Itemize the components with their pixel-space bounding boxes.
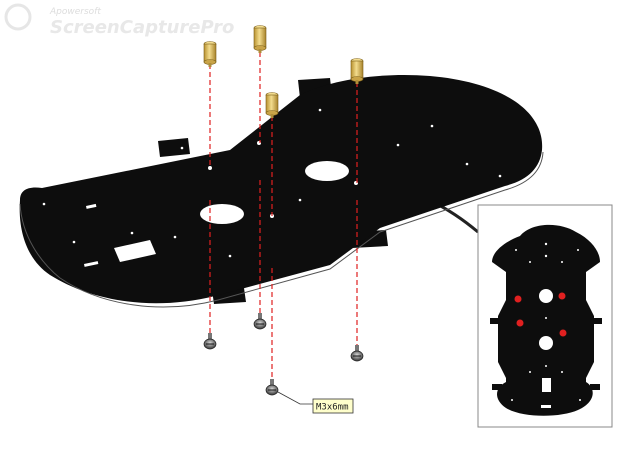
watermark-brand: Apowersoft (49, 7, 101, 17)
callout-box (312, 398, 354, 414)
inset-center-hole (539, 336, 553, 350)
brass-standoff (265, 92, 279, 118)
screw-size-callout: M3x6mm (277, 391, 354, 414)
callout-leader (277, 391, 314, 405)
highlighted-mount-hole (514, 295, 522, 303)
inset-highlighted-holes (514, 292, 567, 337)
inset-small-holes (511, 242, 581, 401)
brass-standoff (203, 41, 217, 67)
callout-label: M3x6mm (316, 403, 349, 413)
watermark-logo-icon (4, 3, 32, 31)
inset-center-hole (539, 289, 553, 303)
plate-tab (158, 138, 190, 157)
inset-plate-tab (490, 318, 500, 324)
inset-small-slot (541, 405, 551, 408)
screw (253, 313, 267, 330)
assembly-guide-lines (209, 52, 358, 384)
screws (203, 313, 364, 396)
watermark: Apowersoft ScreenCapturePro (4, 3, 234, 38)
highlighted-mount-hole (558, 292, 566, 300)
brass-standoff (350, 58, 364, 84)
brass-standoff (253, 25, 267, 53)
plate-mount-holes (42, 108, 502, 258)
brass-standoffs (203, 25, 364, 118)
screw (350, 345, 364, 362)
inset-rect-slot (542, 378, 551, 392)
plate-body (19, 74, 543, 304)
watermark-product: ScreenCapturePro (50, 17, 234, 38)
plate-edge (19, 151, 544, 308)
plate-small-slot (86, 203, 97, 209)
plate-center-hole (200, 204, 244, 224)
plate-rect-slot (114, 240, 156, 262)
inset-plate-tab (592, 318, 602, 324)
inset-plate-tab (590, 384, 600, 390)
inset-plate (492, 224, 600, 416)
plate-small-slot (84, 261, 99, 267)
inset-plate-tab (492, 384, 502, 390)
highlighted-mount-hole (516, 319, 524, 327)
highlighted-mount-hole (559, 329, 567, 337)
screw (203, 333, 217, 350)
screw (265, 379, 279, 396)
detail-inset (477, 204, 613, 428)
plate-center-hole (305, 161, 349, 181)
chassis-plate (19, 74, 544, 308)
